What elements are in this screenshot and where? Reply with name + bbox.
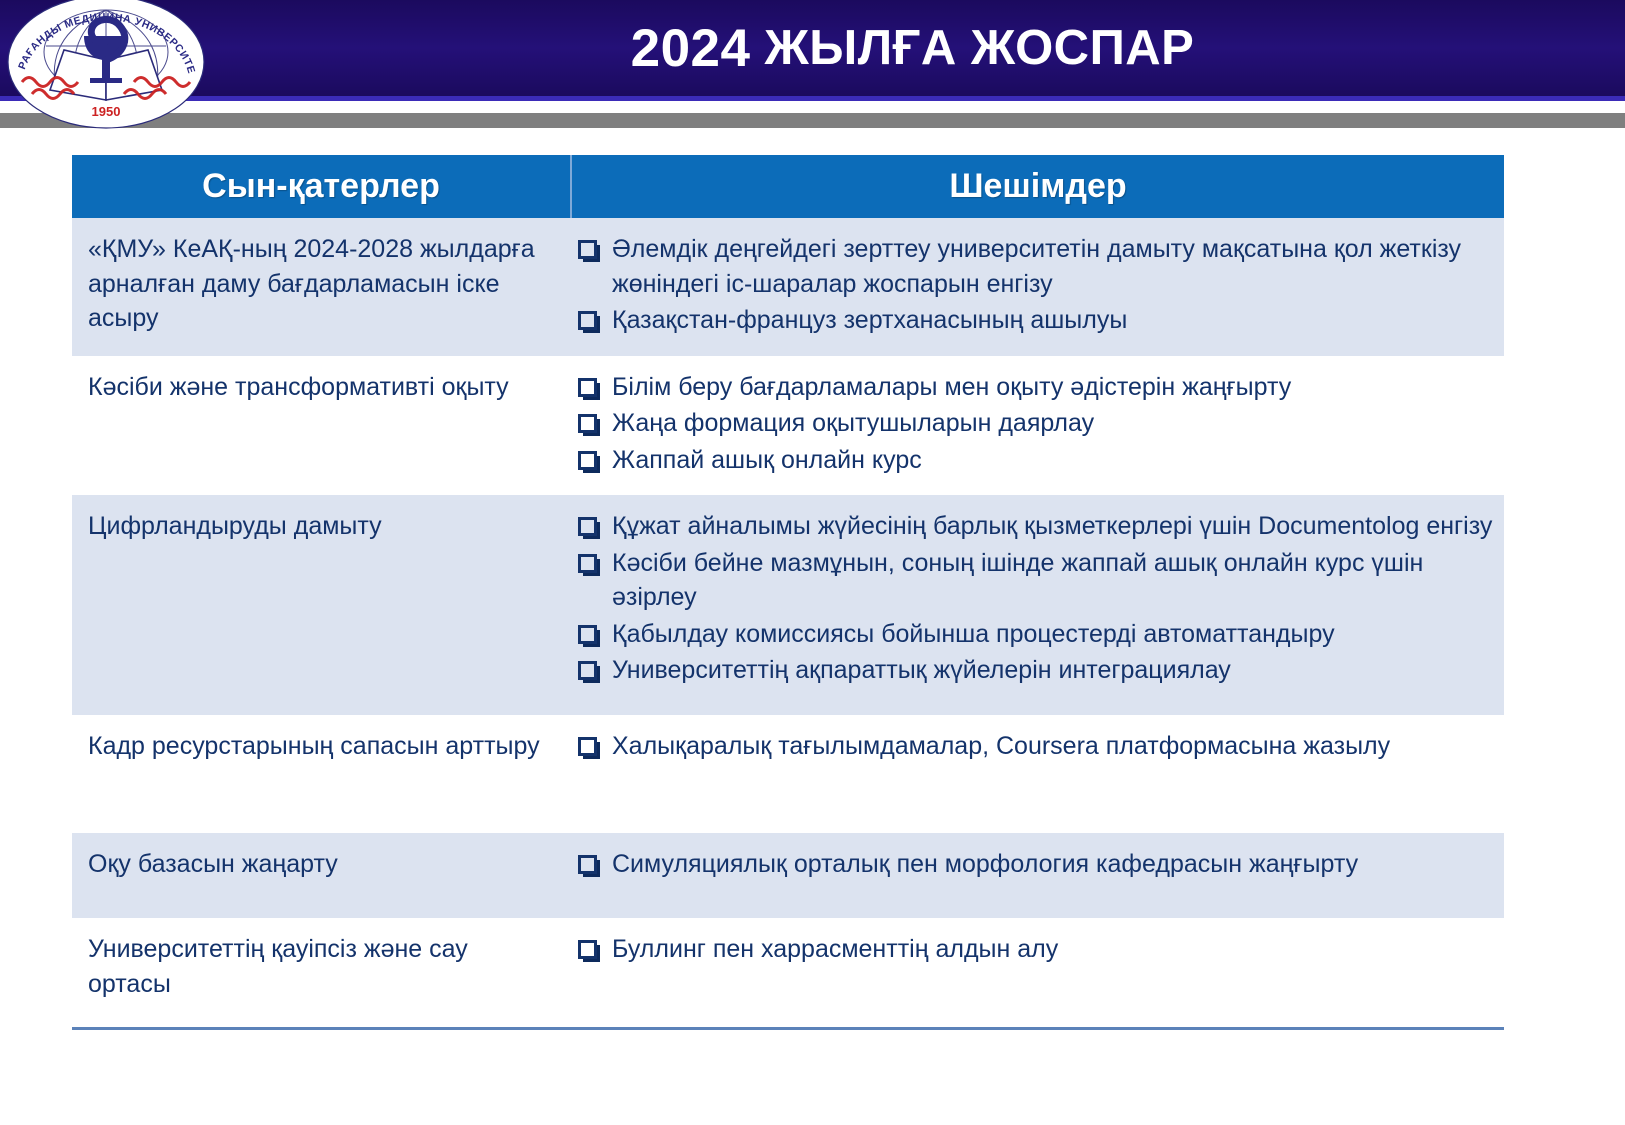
gray-divider-bar (0, 113, 1625, 128)
plan-table: Сын-қатерлер Шешімдер «ҚМУ» КеАҚ-ның 202… (72, 155, 1504, 1030)
table-row: Оқу базасын жаңарту Симуляциялық орталық… (72, 833, 1504, 918)
checkbox-square-icon (578, 443, 612, 470)
list-item: Білім беру бағдарламалары мен оқыту әдіс… (578, 370, 1494, 405)
challenge-cell: Кәсіби және трансформативті оқыту (88, 372, 509, 401)
list-item: Қабылдау комиссиясы бойынша процестерді … (578, 617, 1494, 652)
solutions-cell: Симуляциялық орталық пен морфология кафе… (570, 833, 1504, 900)
checkbox-square-icon (578, 232, 612, 259)
checkbox-square-icon (578, 509, 612, 536)
page-title: 2024 ЖЫЛҒА ЖОСПАР (200, 0, 1625, 96)
list-item: Кәсіби бейне мазмұнын, соның ішінде жапп… (578, 546, 1494, 615)
solution-text: Симуляциялық орталық пен морфология кафе… (612, 850, 1359, 878)
checkbox-square-icon (578, 729, 612, 756)
list-item: Жаппай ашық онлайн курс (578, 443, 1494, 478)
challenge-cell: Кадр ресурстарының сапасын арттыру (88, 732, 540, 760)
solution-text: Қабылдау комиссиясы бойынша процестерді … (612, 619, 1335, 648)
page-title-text: ЖЫЛҒА ЖОСПАР (764, 21, 1195, 75)
row-spacer (72, 815, 1504, 833)
solutions-cell: Халықаралық тағылымдамалар, Coursera пла… (570, 715, 1504, 782)
table-row: Кәсіби және трансформативті оқыту Білім … (72, 355, 1504, 496)
table-row: Цифрландыруды дамыту Құжат айналымы жүйе… (72, 495, 1504, 715)
list-item: Халықаралық тағылымдамалар, Coursera пла… (578, 729, 1494, 764)
challenge-cell: Оқу базасын жаңарту (88, 850, 338, 878)
list-item: Симуляциялық орталық пен морфология кафе… (578, 847, 1494, 882)
list-item: Қазақстан-француз зертханасының ашылуы (578, 303, 1494, 338)
list-item: Жаңа формация оқытушыларын даярлау (578, 406, 1494, 441)
list-item: Буллинг пен харрасменттің алдын алу (578, 932, 1494, 967)
table-row: Кадр ресурстарының сапасын арттыру Халық… (72, 715, 1504, 815)
column-header-solutions: Шешімдер (949, 167, 1127, 205)
checkbox-square-icon (578, 303, 612, 330)
solution-text: Жаппай ашық онлайн курс (612, 445, 922, 474)
solution-text: Буллинг пен харрасменттің алдын алу (612, 935, 1059, 963)
list-item: Әлемдік деңгейдегі зерттеу университетін… (578, 232, 1494, 301)
university-logo: ҚАРАҒАНДЫ МЕДИЦИНА УНИВЕРСИТЕТІ 1950 (2, 0, 206, 130)
table-header-row: Сын-қатерлер Шешімдер (72, 155, 1504, 218)
table-row: Университеттің қауіпсіз және сау ортасы … (72, 918, 1504, 1017)
solution-text: Құжат айналымы жүйесінің барлық қызметке… (612, 512, 1493, 540)
challenge-cell: Цифрландыруды дамыту (88, 512, 382, 540)
solutions-cell: Білім беру бағдарламалары мен оқыту әдіс… (570, 356, 1504, 496)
solution-text: Жаңа формация оқытушыларын даярлау (612, 409, 1095, 437)
page-title-year: 2024 (630, 18, 751, 78)
list-item: Университеттің ақпараттық жүйелерін инте… (578, 653, 1494, 688)
checkbox-square-icon (578, 932, 612, 959)
solution-text: Кәсіби бейне мазмұнын, соның ішінде жапп… (612, 548, 1424, 612)
checkbox-square-icon (578, 370, 612, 397)
checkbox-square-icon (578, 617, 612, 644)
column-header-challenges: Сын-қатерлер (72, 155, 572, 218)
solutions-cell: Буллинг пен харрасменттің алдын алу (570, 918, 1504, 985)
title-banner (0, 0, 1625, 96)
solution-text: Университеттің ақпараттық жүйелерін инте… (612, 656, 1231, 684)
solutions-cell: Әлемдік деңгейдегі зерттеу университетін… (570, 218, 1504, 356)
logo-year: 1950 (92, 104, 121, 119)
challenge-cell: Университеттің қауіпсіз және сау ортасы (88, 935, 468, 998)
checkbox-square-icon (578, 847, 612, 874)
table-bottom-rule (72, 1027, 1504, 1030)
solution-text: Білім беру бағдарламалары мен оқыту әдіс… (612, 372, 1292, 401)
challenge-cell: «ҚМУ» КеАҚ-ның 2024-2028 жылдарға арналғ… (88, 235, 535, 332)
checkbox-square-icon (578, 406, 612, 433)
list-item: Құжат айналымы жүйесінің барлық қызметке… (578, 509, 1494, 544)
table-row: «ҚМУ» КеАҚ-ның 2024-2028 жылдарға арналғ… (72, 218, 1504, 356)
banner-underline (0, 96, 1625, 101)
solution-text: Әлемдік деңгейдегі зерттеу университетін… (612, 235, 1462, 298)
solutions-cell: Құжат айналымы жүйесінің барлық қызметке… (570, 495, 1504, 706)
checkbox-square-icon (578, 546, 612, 573)
checkbox-square-icon (578, 653, 612, 680)
solution-text: Халықаралық тағылымдамалар, Coursera пла… (612, 732, 1391, 760)
solution-text: Қазақстан-француз зертханасының ашылуы (612, 306, 1128, 334)
